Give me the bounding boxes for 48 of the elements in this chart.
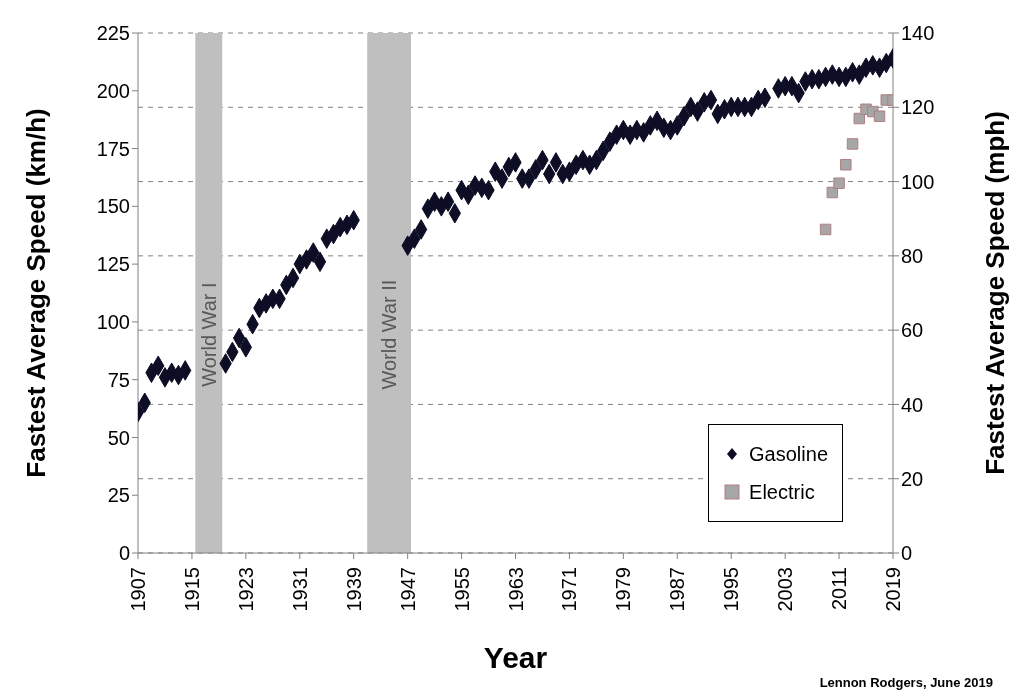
y2-tick-label: 0 — [901, 542, 913, 565]
band-label: World War II — [378, 279, 401, 390]
x-tick-label: 2019 — [882, 567, 904, 612]
y2-axis-title: Fastest Average Speed (mph) — [980, 111, 1011, 475]
y-axis-title: Fastest Average Speed (km/h) — [21, 108, 52, 478]
x-tick-label: 1939 — [342, 567, 365, 612]
text: Lennon Rodgers, June 2019 — [819, 675, 993, 690]
y2-tick-label: 100 — [901, 170, 935, 193]
point — [853, 112, 866, 125]
y-tick-label: 25 — [107, 484, 130, 507]
point — [833, 177, 845, 189]
x-tick-label: 1987 — [666, 567, 689, 612]
y-tick-label: 225 — [96, 22, 130, 45]
y-tick-label: 0 — [118, 542, 130, 565]
y2-tick-label: 20 — [901, 467, 924, 490]
band-label: World War I — [197, 282, 220, 387]
legend-label: Gasoline — [749, 442, 828, 467]
y2-tick-label: 140 — [901, 22, 935, 45]
x-tick-label: 2003 — [774, 567, 797, 612]
x-tick-label: 1979 — [612, 567, 635, 612]
x-tick-label: 1963 — [504, 567, 527, 612]
point — [873, 110, 886, 122]
legend-label: Electric — [749, 480, 815, 505]
point — [846, 138, 859, 150]
point — [840, 158, 852, 171]
x-tick-label: 1971 — [558, 567, 581, 612]
y-tick-label: 150 — [96, 195, 130, 218]
y2-tick-label: 60 — [901, 319, 924, 342]
x-tick-label: 1955 — [450, 567, 473, 612]
x-axis-title: Year — [483, 641, 548, 674]
y-tick-label: 75 — [107, 368, 130, 391]
y-tick-label: 125 — [96, 253, 130, 276]
y-tick-label: 100 — [96, 310, 130, 333]
point — [819, 223, 832, 236]
x-tick-label: 2011 — [828, 567, 851, 611]
x-tick-label: 1907 — [127, 567, 149, 612]
x-tick-label: 1947 — [396, 567, 419, 612]
x-tick-label: 1931 — [288, 567, 311, 612]
y2-tick-label: 120 — [901, 96, 935, 119]
x-tick-label: 1915 — [180, 567, 203, 612]
y2-tick-label: 80 — [901, 244, 924, 267]
y-tick-label: 50 — [107, 426, 130, 449]
x-tick-label: 1995 — [720, 567, 743, 612]
x-tick-label: 1923 — [234, 567, 257, 612]
point — [826, 186, 839, 199]
y-tick-label: 200 — [96, 79, 130, 102]
y2-tick-label: 40 — [901, 393, 924, 416]
y-tick-label: 175 — [96, 137, 130, 160]
